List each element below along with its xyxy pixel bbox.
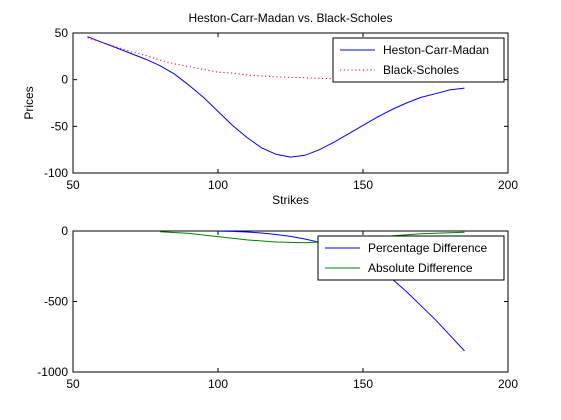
y-axis-label: Prices — [22, 86, 36, 119]
legend: Percentage Difference Absolute Difference — [318, 236, 504, 280]
x-axis-label: Strikes — [272, 193, 309, 207]
y-tick-label: 50 — [55, 26, 69, 40]
y-tick-label: -500 — [44, 295, 68, 309]
y-tick-label: -100 — [44, 166, 68, 180]
x-tick-label: 50 — [66, 377, 80, 391]
x-tick-label: 50 — [66, 178, 80, 192]
legend-label: Absolute Difference — [368, 261, 473, 275]
legend-label: Percentage Difference — [368, 241, 488, 255]
x-tick-label: 100 — [208, 178, 228, 192]
x-tick-label: 150 — [353, 178, 373, 192]
x-tick-label: 200 — [498, 377, 518, 391]
x-tick-label: 100 — [208, 377, 228, 391]
x-tick-label: 150 — [353, 377, 373, 391]
y-tick-label: 0 — [61, 224, 68, 238]
y-tick-label: -1000 — [37, 365, 68, 379]
y-tick-label: -50 — [51, 119, 69, 133]
y-tick-label: 0 — [61, 73, 68, 87]
legend: Heston-Carr-Madan Black-Scholes — [333, 38, 504, 82]
bottom-axes: 50 100 150 200 0 -500 -1000 Percentage Differen… — [37, 224, 518, 391]
legend-label: Heston-Carr-Madan — [383, 43, 489, 57]
x-tick-label: 200 — [498, 178, 518, 192]
chart-title: Heston-Carr-Madan vs. Black-Scholes — [188, 11, 392, 25]
legend-label: Black-Scholes — [383, 63, 459, 77]
